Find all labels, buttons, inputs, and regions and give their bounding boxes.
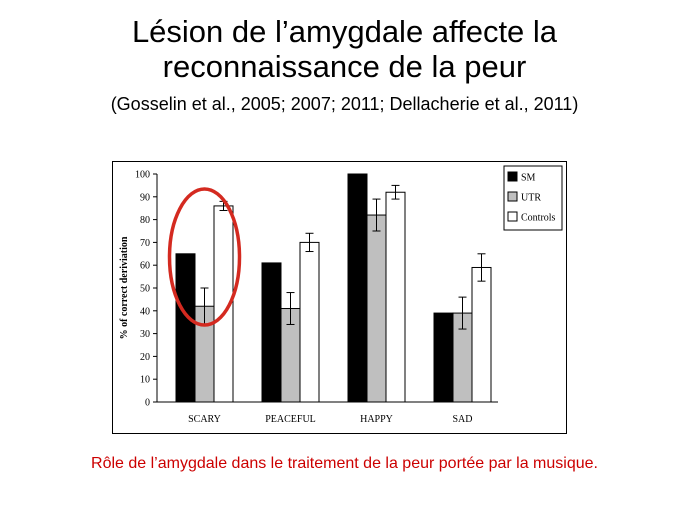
y-tick-label: 90	[140, 192, 150, 203]
bar-utr-happy	[366, 214, 387, 403]
x-tick-label: HAPPY	[360, 414, 393, 425]
slide-subtitle: (Gosselin et al., 2005; 2007; 2011; Dell…	[110, 94, 579, 114]
y-tick-label: 30	[140, 329, 150, 340]
chart-frame: 0 10 20 30 40 50 60 70 80 90 100 % of correct deriv…	[112, 161, 567, 434]
y-tick-label: 100	[135, 170, 150, 181]
legend-swatch-utr	[507, 191, 518, 202]
y-tick-label: 0	[145, 398, 150, 409]
y-tick-label: 40	[140, 306, 150, 317]
y-tick-label: 60	[140, 261, 150, 272]
legend-label-controls: Controls	[521, 213, 556, 224]
y-tick-label: 50	[140, 284, 150, 295]
highlight-circle	[167, 187, 242, 327]
legend-label-utr: UTR	[521, 193, 541, 204]
slide-title-line-2: reconnaissance de la peur	[162, 49, 527, 84]
y-tick-label: 80	[140, 215, 150, 226]
bar-controls-peaceful	[299, 241, 320, 403]
bar-chart: 0 10 20 30 40 50 60 70 80 90 100 % of correct deriv…	[119, 165, 563, 425]
bar-sm-sad	[433, 312, 454, 403]
bar-sm-scary	[175, 253, 196, 403]
y-axis-label: % of correct deriviation	[119, 236, 130, 339]
bar-controls-happy	[385, 191, 406, 403]
bar-controls-sad	[471, 266, 492, 403]
y-tick-label: 70	[140, 238, 150, 249]
x-tick-label: SAD	[452, 414, 472, 425]
bar-sm-peaceful	[261, 262, 282, 403]
legend-label-sm: SM	[521, 173, 536, 184]
y-tick-label: 20	[140, 352, 150, 363]
legend-swatch-sm	[507, 171, 518, 182]
x-tick-label: PEACEFUL	[265, 414, 316, 425]
slide-title-line-1: Lésion de l’amygdale affecte la	[131, 14, 558, 49]
x-tick-label: SCARY	[188, 414, 221, 425]
legend-swatch-controls	[507, 211, 518, 222]
y-tick-label: 10	[140, 375, 150, 386]
slide-caption: Rôle de l’amygdale dans le traitement de…	[91, 455, 598, 472]
bar-sm-happy	[347, 173, 368, 403]
